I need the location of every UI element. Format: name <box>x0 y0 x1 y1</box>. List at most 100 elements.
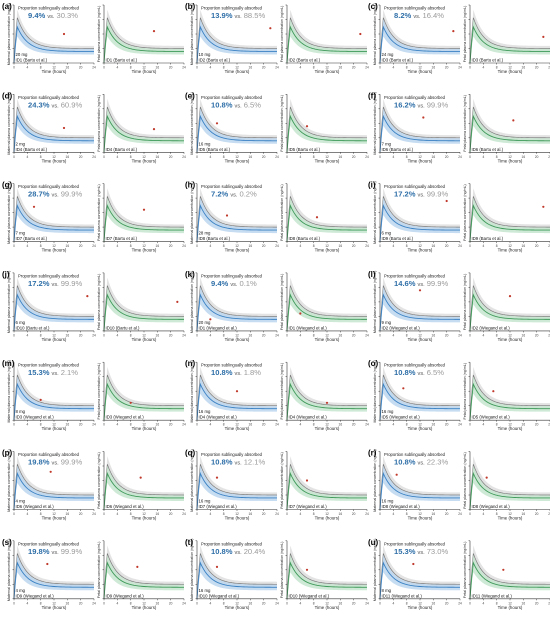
proportion-values: 9.4% vs. 30.3% <box>28 11 78 20</box>
comparison-line <box>103 285 185 331</box>
x-tick-label: 0 <box>196 66 198 70</box>
maternal-plot: 0 4 8 12 16 20 24 Time (hours) Maternal plasma c… <box>373 92 462 163</box>
x-tick-label: 8 <box>496 423 498 427</box>
x-tick-label: 8 <box>406 155 408 159</box>
proportion-primary: 19.8% <box>28 547 50 556</box>
x-tick-label: 16 <box>156 512 160 516</box>
x-tick-label: 24 <box>365 512 369 516</box>
maternal-band <box>14 108 94 153</box>
x-tick-label: 16 <box>339 66 343 70</box>
fetal-plot: 0 4 8 12 16 20 24 Time (hours) Fetal plasma conc… <box>280 540 369 610</box>
maternal-line <box>379 114 461 153</box>
maternal-band <box>197 108 277 153</box>
x-tick-label: 16 <box>66 512 70 516</box>
y-axis-label: Maternal plasma concentration (ng/mL) <box>373 539 377 602</box>
observed-point <box>395 473 398 476</box>
panel-label: (o) <box>368 359 379 368</box>
x-tick-label: 24 <box>92 66 96 70</box>
proportion-vs: vs. <box>52 550 60 556</box>
x-tick-label: 12 <box>142 66 146 70</box>
proportion-label: Proportion sublingually absorbed <box>201 6 263 11</box>
subject-id: ID8 (Wiegand et al.) <box>382 504 421 509</box>
x-tick-label: 4 <box>392 423 394 427</box>
x-tick-label: 8 <box>40 244 42 248</box>
x-tick-label: 0 <box>13 155 15 159</box>
panel-label: (a) <box>2 2 12 11</box>
panel-f: (f) 0 4 8 12 16 20 24 Time (hours) Maternal plasm… <box>368 91 550 163</box>
proportion-primary: 17.2% <box>394 190 416 199</box>
proportion-vs: vs. <box>418 103 426 109</box>
comparison-line <box>196 285 278 331</box>
x-tick-label: 12 <box>325 333 329 337</box>
x-tick-label: 12 <box>508 601 512 605</box>
x-axis-label: Time (hours) <box>42 426 67 431</box>
comparison-line <box>379 196 461 242</box>
proportion-vs: vs. <box>235 371 243 377</box>
comparison-line <box>286 106 368 153</box>
x-tick-label: 20 <box>352 66 356 70</box>
x-tick-label: 8 <box>40 155 42 159</box>
observed-point <box>502 568 505 571</box>
maternal-line <box>13 471 95 510</box>
x-tick-label: 16 <box>432 333 436 337</box>
comparison-line <box>469 196 550 242</box>
fetal-band <box>287 554 367 599</box>
fetal-band <box>104 465 184 510</box>
x-tick-label: 16 <box>249 333 253 337</box>
x-tick-label: 0 <box>379 333 381 337</box>
x-tick-label: 4 <box>299 155 301 159</box>
proportion-secondary: 88.5% <box>244 11 266 20</box>
y-axis-label: Maternal plasma concentration (ng/mL) <box>190 271 194 334</box>
comparison-line <box>196 553 278 599</box>
maternal-line <box>379 25 461 64</box>
x-tick-label: 24 <box>275 66 279 70</box>
y-axis-label: Fetal plasma concentration (ng/mL) <box>463 184 467 241</box>
x-tick-label: 16 <box>522 333 526 337</box>
x-tick-label: 12 <box>325 423 329 427</box>
observed-point <box>86 295 89 298</box>
maternal-line <box>196 561 278 599</box>
x-tick-label: 12 <box>508 333 512 337</box>
observed-point <box>359 32 362 36</box>
comparison-line <box>13 106 95 153</box>
x-axis-label: Time (hours) <box>315 158 340 163</box>
x-tick-label: 24 <box>92 512 96 516</box>
comparison-line <box>379 285 461 331</box>
x-tick-label: 20 <box>535 512 539 516</box>
maternal-line <box>13 293 95 331</box>
comparison-line <box>286 374 368 421</box>
x-tick-label: 12 <box>325 601 329 605</box>
x-tick-label: 20 <box>169 601 173 605</box>
observed-point <box>542 205 545 208</box>
x-tick-label: 12 <box>418 66 422 70</box>
fetal-line <box>286 114 368 153</box>
x-axis-label: Time (hours) <box>132 337 157 342</box>
maternal-plot: 0 4 8 12 16 20 24 Time (hours) Maternal plasma c… <box>7 3 96 74</box>
proportion-secondary: 99.9% <box>61 547 83 556</box>
x-tick-label: 20 <box>262 333 266 337</box>
x-tick-label: 16 <box>522 155 526 159</box>
x-tick-label: 4 <box>26 244 28 248</box>
x-tick-label: 8 <box>313 244 315 248</box>
y-axis-label: Fetal plasma concentration (ng/mL) <box>463 274 467 331</box>
x-tick-label: 8 <box>406 423 408 427</box>
maternal-line <box>196 204 278 242</box>
proportion-primary: 19.8% <box>28 458 50 467</box>
fetal-plot: 0 4 8 12 16 20 24 Time (hours) Fetal plasma conc… <box>97 94 186 163</box>
x-tick-label: 16 <box>339 423 343 427</box>
proportion-vs: vs. <box>52 103 60 109</box>
x-axis-label: Time (hours) <box>225 248 250 253</box>
x-tick-label: 4 <box>482 333 484 337</box>
x-tick-label: 0 <box>103 66 105 70</box>
x-tick-label: 24 <box>92 155 96 159</box>
x-tick-label: 4 <box>26 333 28 337</box>
x-tick-label: 0 <box>103 244 105 248</box>
y-axis-label: Fetal plasma concentration (ng/mL) <box>280 542 284 599</box>
proportion-primary: 16.2% <box>394 100 416 109</box>
panel-a: (a) 0 4 8 12 16 20 24 Time (hours) Maternal plasm… <box>2 2 186 74</box>
proportion-vs: vs. <box>235 14 243 20</box>
x-tick-label: 20 <box>169 333 173 337</box>
x-tick-label: 0 <box>379 423 381 427</box>
x-tick-label: 20 <box>535 66 539 70</box>
x-tick-label: 24 <box>365 155 369 159</box>
